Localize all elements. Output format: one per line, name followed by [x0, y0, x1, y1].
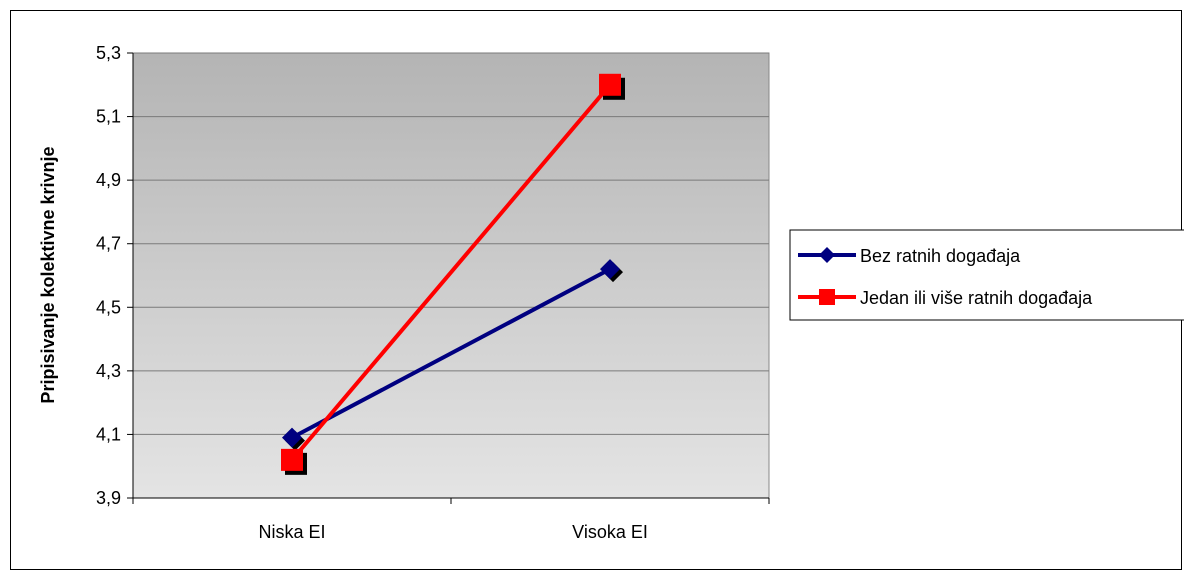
y-tick-label: 4,3	[96, 361, 121, 381]
diamond-marker	[600, 259, 623, 283]
marker-fill	[281, 448, 303, 471]
legend-label: Jedan ili više ratnih događaja	[860, 288, 1093, 308]
y-tick-label: 4,1	[96, 424, 121, 444]
y-tick-label: 5,1	[96, 107, 121, 127]
diamond-marker	[282, 427, 305, 451]
y-tick-label: 5,3	[96, 43, 121, 63]
y-tick-label: 4,9	[96, 170, 121, 190]
square-marker	[281, 448, 307, 475]
axes: 3,9 4,1 4,3 4,5 4,7 4,9 5,1 5,3 Niska EI Visoka E…	[96, 43, 770, 542]
series-layer	[281, 73, 625, 475]
legend-marker	[819, 289, 835, 305]
series-line	[291, 267, 611, 440]
y-tick-label: 3,9	[96, 488, 121, 508]
legend-diamond	[819, 247, 835, 263]
plot-area	[132, 52, 770, 499]
legend: Bez ratnih događaja Jedan ili više ratnih…	[789, 229, 1184, 321]
legend-box	[789, 229, 1184, 321]
marker-fill	[282, 427, 302, 448]
legend-label: Bez ratnih događaja	[860, 246, 1021, 266]
x-tick-label: Visoka EI	[572, 522, 648, 542]
legend-marker	[819, 247, 835, 263]
square-marker	[599, 73, 625, 100]
y-axis-title: Pripisivanje kolektivne krivnje	[38, 146, 58, 403]
gridlines	[133, 52, 769, 435]
marker-fill	[599, 73, 621, 96]
y-tick-label: 4,5	[96, 297, 121, 317]
x-tick-label: Niska EI	[258, 522, 325, 542]
marker-fill	[600, 259, 620, 280]
y-tick-label: 4,7	[96, 234, 121, 254]
legend-square	[819, 289, 835, 305]
series-line	[290, 83, 612, 462]
